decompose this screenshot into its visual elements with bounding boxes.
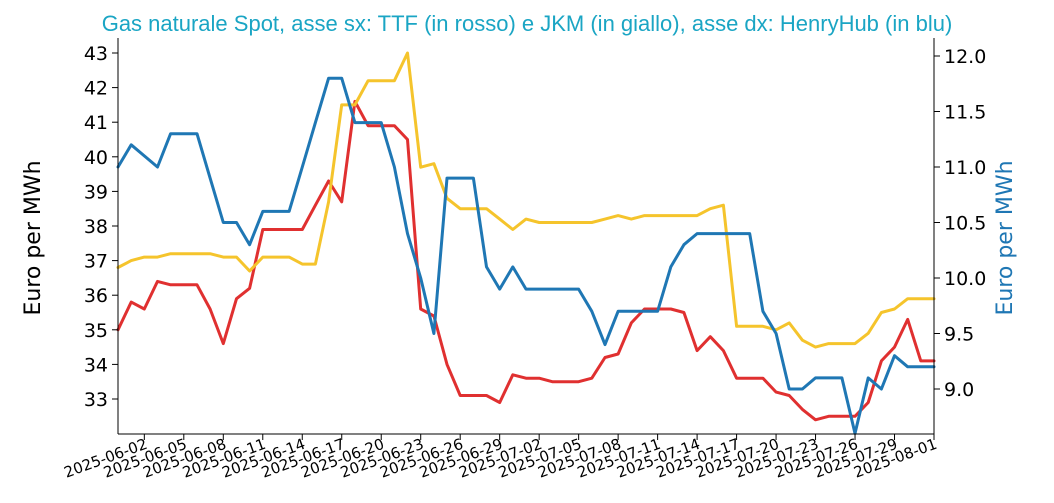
left-y-tick-label: 43 xyxy=(84,43,108,65)
left-y-tick-label: 35 xyxy=(84,320,108,342)
left-y-axis: 33 34 35 36 37 38 39 40 41 42 43 xyxy=(84,38,119,434)
left-y-tick-label: 41 xyxy=(84,112,108,134)
right-y-tick-label: 10.0 xyxy=(944,268,986,290)
left-y-tick-label: 33 xyxy=(84,389,108,411)
x-axis: 2025-06-022025-06-052025-06-082025-06-11… xyxy=(62,433,939,482)
right-y-tick-label: 11.0 xyxy=(944,157,986,179)
right-y-tick-label: 9.0 xyxy=(944,379,974,401)
left-y-tick-label: 37 xyxy=(84,251,108,273)
right-y-tick-label: 10.5 xyxy=(944,213,986,235)
series-line-ttf xyxy=(116,99,936,422)
series-line-jkm xyxy=(116,51,936,349)
left-y-tick-label: 39 xyxy=(84,181,108,203)
right-y-axis: 9.0 9.5 10.0 10.5 11.0 11.5 12.0 xyxy=(933,38,986,434)
left-y-axis-label: Euro per MWh xyxy=(21,160,46,315)
left-y-tick-label: 34 xyxy=(84,354,108,376)
left-y-tick-label: 38 xyxy=(84,216,108,238)
left-y-tick-label: 40 xyxy=(84,147,108,169)
left-y-tick-label: 36 xyxy=(84,285,108,307)
right-y-tick-label: 12.0 xyxy=(944,46,986,68)
right-y-tick-label: 9.5 xyxy=(944,324,974,346)
right-y-tick-label: 11.5 xyxy=(944,102,986,124)
right-y-axis-label: Euro per MWh xyxy=(993,160,1018,315)
series-line-henryhub xyxy=(116,76,936,435)
plot-area xyxy=(116,51,936,435)
chart-title: Gas naturale Spot, asse sx: TTF (in ross… xyxy=(102,11,953,36)
left-y-tick-label: 42 xyxy=(84,78,108,100)
